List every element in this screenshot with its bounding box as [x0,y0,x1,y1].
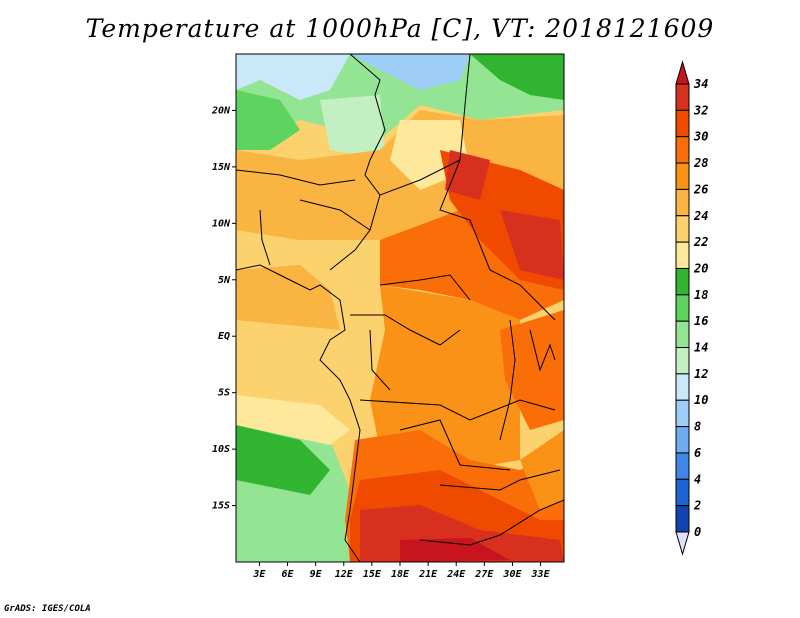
colorbar-label: 28 [693,156,708,170]
lon-label: 33E [531,569,551,580]
colorbar-band [675,241,690,269]
lon-label: 27E [474,569,494,580]
lon-label: 15E [363,569,382,580]
map-title: Temperature at 1000hPa [C], VT: 20181216… [85,14,715,43]
grads-credit: GrADS: IGES/COLA [4,604,91,614]
longitude-axis: 3E 6E 9E 12E 15E 18E 21E 24E 27E 30E 33E [252,562,551,580]
colorbar-band [675,162,690,190]
lat-label: 5S [218,388,230,399]
latitude-axis: 20N 15N 10N 5N EQ 5S 10S 15S [211,105,236,512]
colorbar-band [675,267,690,296]
colorbar-band [675,505,690,533]
lat-label: 10N [212,218,231,229]
colorbar-label: 10 [694,393,708,407]
lon-label: 18E [391,569,410,580]
colorbar-band [675,399,690,428]
colorbar-label: 6 [694,446,701,460]
colorbar-band [675,83,690,111]
lat-label: 5N [218,275,231,286]
colorbar-band [675,478,690,507]
lon-label: 30E [502,569,522,580]
colorbar-label: 14 [694,341,708,355]
colorbar-band [675,320,690,349]
lat-label: 10S [212,444,230,455]
colorbar-band [675,373,690,401]
colorbar-band [675,347,690,375]
colorbar-band [675,426,690,454]
lon-label: 24E [446,569,466,580]
colorbar-top-arrow [675,60,690,85]
colorbar-label: 0 [694,525,701,539]
colorbar-label: 26 [693,182,708,196]
colorbar-band [675,188,690,217]
lat-label: 15N [212,162,231,173]
lon-label: 3E [252,569,266,580]
colorbar-band [675,452,690,480]
lat-label: 20N [211,105,231,116]
colorbar-label: 20 [693,261,708,275]
colorbar-label: 18 [694,288,708,302]
colorbar-band [675,136,690,164]
colorbar-label: 12 [694,367,708,381]
colorbar-label: 32 [693,103,708,117]
lon-label: 21E [418,569,438,580]
temperature-field [236,54,564,562]
colorbar-band [675,294,690,322]
colorbar-label: 2 [693,499,701,513]
colorbar-label: 30 [693,130,708,144]
lat-label: 15S [212,501,230,512]
colorbar-label: 24 [693,209,708,223]
country-borders [236,54,564,562]
colorbar-label: 22 [693,235,708,249]
colorbar-bottom-arrow [675,531,690,556]
lon-label: 9E [310,569,323,580]
colorbar-label: 8 [694,420,701,434]
lat-label: EQ [218,331,230,342]
colorbar-label: 34 [693,77,708,91]
lon-label: 6E [282,569,295,580]
colorbar-band [675,215,690,243]
lon-label: 12E [335,569,354,580]
colorbar-label: 4 [694,472,701,486]
colorbar-band [675,109,690,138]
colorbar-label: 16 [694,314,708,328]
